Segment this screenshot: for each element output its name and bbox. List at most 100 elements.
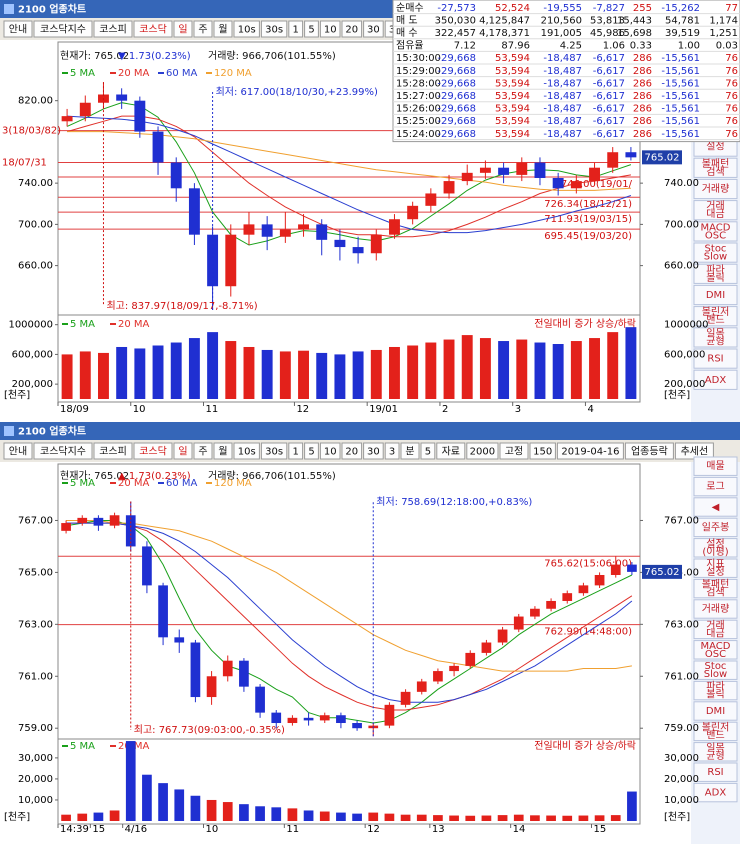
toolbar-button[interactable] bbox=[260, 20, 288, 38]
toolbar-label[interactable]: 코스닥 bbox=[139, 24, 167, 36]
toolbar-label[interactable]: 2000 bbox=[470, 447, 495, 458]
side-button-label[interactable]: 대금 bbox=[706, 208, 724, 220]
side-button[interactable] bbox=[693, 619, 738, 640]
side-button-label[interactable]: DMI bbox=[706, 290, 725, 301]
side-button-label[interactable]: 밴드 bbox=[706, 314, 724, 326]
toolbar-button[interactable] bbox=[529, 442, 556, 460]
toolbar-button[interactable] bbox=[3, 442, 33, 460]
side-button-label[interactable]: ADX bbox=[705, 375, 727, 386]
side-button-label[interactable]: 거래량 bbox=[702, 183, 730, 195]
toolbar-label[interactable]: 30s bbox=[265, 447, 283, 458]
toolbar-label[interactable]: 고정 bbox=[505, 446, 523, 458]
side-button[interactable] bbox=[693, 701, 738, 721]
side-button-label[interactable]: 거래 bbox=[706, 619, 724, 631]
side-button[interactable] bbox=[693, 599, 738, 619]
side-button[interactable] bbox=[693, 221, 738, 242]
toolbar-label[interactable]: 150 bbox=[533, 447, 552, 458]
toolbar-label[interactable]: 안내 bbox=[9, 24, 27, 36]
toolbar-button[interactable] bbox=[341, 20, 363, 38]
toolbar-label[interactable]: 주 bbox=[198, 447, 207, 458]
side-button-label[interactable]: 검색 bbox=[706, 166, 724, 178]
toolbar-label[interactable]: 업종등락 bbox=[631, 445, 668, 458]
toolbar-label[interactable]: 3 bbox=[389, 447, 395, 458]
side-button[interactable] bbox=[693, 200, 738, 221]
toolbar-button[interactable] bbox=[193, 20, 213, 38]
toolbar-label[interactable]: 1 bbox=[293, 447, 299, 458]
side-button-label[interactable]: OSC bbox=[705, 230, 726, 241]
toolbar-label[interactable]: 코스닥지수 bbox=[40, 446, 86, 458]
side-button-label[interactable]: 지표 bbox=[706, 558, 724, 570]
side-button[interactable] bbox=[693, 538, 738, 558]
toolbar-label[interactable]: 코스닥지수 bbox=[40, 24, 86, 36]
side-button-label[interactable]: 볼패턴 bbox=[702, 158, 730, 170]
toolbar-button[interactable] bbox=[3, 20, 33, 38]
toolbar-button[interactable] bbox=[260, 442, 288, 460]
side-button-label[interactable]: OSC bbox=[705, 649, 726, 660]
side-button[interactable] bbox=[693, 640, 738, 660]
toolbar-label[interactable]: 10s bbox=[238, 25, 256, 36]
side-button-label[interactable]: MACD bbox=[701, 641, 731, 652]
side-button-label[interactable]: 볼릭 bbox=[706, 272, 724, 284]
toolbar-button[interactable] bbox=[288, 20, 304, 38]
toolbar-label[interactable]: 주 bbox=[198, 25, 207, 36]
side-button-label[interactable]: MACD bbox=[701, 222, 731, 233]
toolbar-button[interactable] bbox=[93, 442, 133, 460]
toolbar-button[interactable] bbox=[193, 442, 213, 460]
toolbar-button[interactable] bbox=[304, 442, 319, 460]
side-button[interactable] bbox=[693, 517, 738, 538]
toolbar-label[interactable]: 10 bbox=[324, 25, 337, 36]
toolbar-label[interactable]: 10 bbox=[324, 447, 337, 458]
toolbar-label[interactable]: 3 bbox=[389, 25, 395, 36]
side-button-label[interactable]: 로그 bbox=[706, 482, 724, 493]
side-button[interactable] bbox=[693, 578, 738, 599]
toolbar-button[interactable] bbox=[93, 20, 133, 38]
toolbar-button[interactable] bbox=[436, 442, 466, 460]
toolbar-button[interactable] bbox=[624, 442, 674, 460]
toolbar-label[interactable]: 추세선 bbox=[681, 446, 709, 458]
side-button[interactable] bbox=[693, 456, 738, 476]
toolbar-button[interactable] bbox=[499, 442, 529, 460]
side-button[interactable] bbox=[693, 327, 738, 348]
side-button-label[interactable]: RSI bbox=[707, 767, 723, 778]
side-button[interactable] bbox=[693, 476, 738, 497]
side-button-label[interactable]: 대금 bbox=[706, 627, 724, 639]
side-button[interactable] bbox=[693, 782, 738, 803]
toolbar-button[interactable] bbox=[556, 442, 624, 460]
toolbar-label[interactable]: 코스피 bbox=[99, 446, 127, 458]
side-button-label[interactable]: Stoc bbox=[705, 661, 727, 672]
side-button-label[interactable]: RSI bbox=[707, 354, 723, 365]
toolbar-label[interactable]: 일 bbox=[178, 446, 187, 458]
toolbar-button[interactable] bbox=[233, 20, 260, 38]
side-button[interactable] bbox=[693, 680, 738, 701]
toolbar-button[interactable] bbox=[173, 20, 193, 38]
toolbar-label[interactable]: 월 bbox=[218, 446, 227, 458]
side-button-label[interactable]: DMI bbox=[706, 706, 725, 717]
toolbar-button[interactable] bbox=[233, 442, 260, 460]
toolbar-label[interactable]: 코스피 bbox=[99, 24, 127, 36]
toolbar-label[interactable]: 20 bbox=[345, 447, 358, 458]
side-button[interactable] bbox=[693, 284, 738, 306]
toolbar-label[interactable]: 자료 bbox=[442, 446, 460, 458]
side-button-label[interactable]: ADX bbox=[705, 788, 727, 799]
side-button-label[interactable]: 일주봉 bbox=[702, 521, 730, 533]
side-button-label[interactable]: 검색 bbox=[706, 587, 724, 599]
side-button[interactable] bbox=[693, 721, 738, 742]
toolbar-button[interactable] bbox=[420, 442, 436, 460]
toolbar-button[interactable] bbox=[213, 442, 233, 460]
toolbar-label[interactable]: 5 bbox=[425, 447, 431, 458]
side-button-label[interactable]: 파라 bbox=[706, 264, 724, 276]
toolbar-button[interactable] bbox=[400, 442, 420, 460]
toolbar-button[interactable] bbox=[466, 442, 499, 460]
toolbar-button[interactable] bbox=[133, 20, 173, 38]
side-button-label[interactable]: Stoc bbox=[705, 244, 727, 255]
side-button[interactable] bbox=[693, 369, 738, 390]
toolbar-button[interactable] bbox=[319, 20, 341, 38]
toolbar-button[interactable] bbox=[384, 442, 400, 460]
side-button-label[interactable]: 설정 bbox=[706, 538, 724, 550]
side-button-label[interactable]: 거래량 bbox=[702, 603, 730, 615]
toolbar-button[interactable] bbox=[319, 442, 341, 460]
side-button-label[interactable]: 파라 bbox=[706, 681, 724, 693]
side-button[interactable] bbox=[693, 242, 738, 263]
toolbar-button[interactable] bbox=[304, 20, 319, 38]
toolbar-button[interactable] bbox=[288, 442, 304, 460]
